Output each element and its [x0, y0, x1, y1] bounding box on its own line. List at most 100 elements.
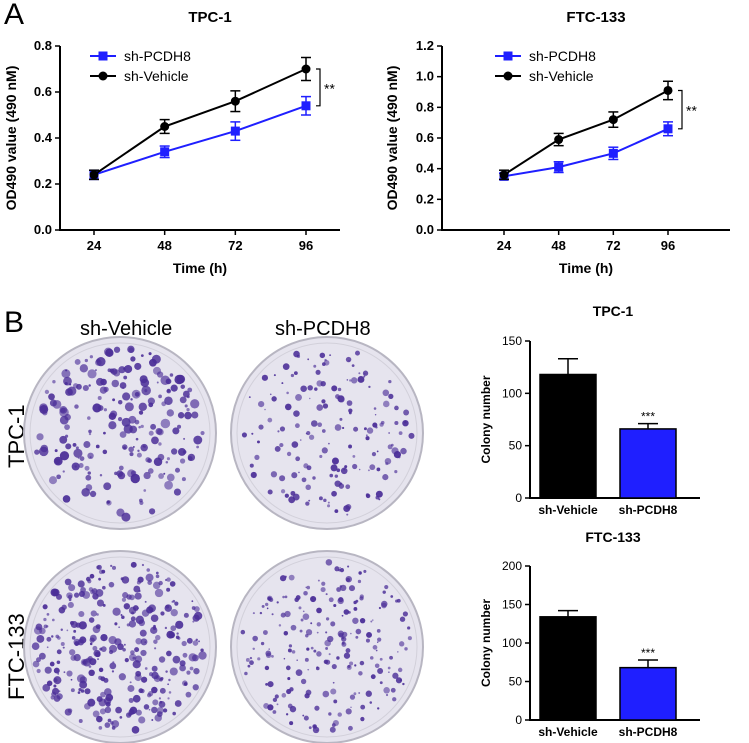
colony: [196, 445, 199, 449]
colony: [378, 498, 381, 501]
dish-plate: [230, 336, 424, 530]
colony: [377, 707, 380, 710]
colony: [267, 596, 272, 601]
colony: [98, 675, 103, 680]
colony: [166, 473, 175, 482]
y-tick-label: 0.0: [416, 222, 434, 237]
colony: [168, 678, 171, 682]
colony: [141, 676, 148, 683]
colony: [177, 412, 185, 419]
colony: [140, 638, 148, 646]
colony: [334, 509, 339, 514]
colony: [389, 655, 393, 660]
colony: [118, 465, 124, 471]
colony: [198, 640, 200, 643]
colony: [182, 390, 190, 398]
colony: [110, 564, 113, 568]
colony: [136, 452, 142, 458]
colony: [376, 467, 381, 472]
colony: [339, 417, 343, 421]
colony: [89, 637, 95, 643]
colony: [111, 720, 120, 728]
colony: [377, 668, 384, 674]
colony: [46, 646, 49, 649]
colony: [155, 634, 161, 641]
colony: [276, 601, 279, 604]
colony: [155, 427, 163, 435]
colony: [53, 694, 61, 702]
colony: [337, 712, 342, 717]
dish-rim: [29, 556, 211, 738]
colony: [353, 426, 359, 432]
colony: [264, 408, 266, 411]
colony: [103, 482, 112, 491]
colony: [56, 660, 61, 665]
colony: [102, 585, 106, 590]
colony: [392, 697, 397, 702]
colony: [358, 571, 362, 575]
colony: [291, 650, 296, 654]
colony: [267, 704, 274, 711]
y-axis-label: Colony number: [479, 375, 493, 463]
colony: [62, 646, 65, 649]
y-tick-label: 1.2: [416, 38, 434, 53]
colony: [200, 648, 204, 652]
colony: [82, 384, 89, 392]
x-tick-label: sh-Vehicle: [538, 725, 598, 739]
colony: [64, 708, 72, 716]
colony: [295, 669, 303, 676]
colony: [301, 477, 307, 483]
colony: [98, 667, 104, 673]
colony: [84, 358, 88, 363]
bar-chart-tpc1: TPC-1 0 50 100 150 Colony number sh-Vehicle sh-…: [479, 303, 700, 517]
colony: [119, 716, 123, 719]
colony: [321, 581, 326, 586]
colony: [345, 648, 351, 654]
colony: [133, 585, 141, 593]
colony: [274, 445, 281, 452]
colony: [77, 580, 85, 588]
colony: [329, 354, 332, 357]
y-tick-label: 0.2: [416, 191, 434, 206]
colony: [134, 655, 143, 663]
colony: [96, 565, 100, 570]
colony: [118, 626, 121, 629]
colony: [108, 412, 117, 420]
colony: [130, 561, 137, 568]
colony: [73, 638, 81, 646]
colony: [150, 608, 154, 611]
colony: [151, 719, 154, 721]
colony: [373, 407, 377, 410]
colony: [106, 500, 110, 504]
data-point-circle: [663, 85, 673, 95]
colony: [308, 499, 311, 502]
colony: [374, 414, 377, 416]
colony: [79, 456, 85, 461]
colony: [200, 430, 205, 436]
y-tick-label: 0.0: [34, 222, 52, 237]
colony: [348, 725, 353, 731]
colony: [286, 451, 292, 457]
x-axis-label: Time (h): [559, 260, 613, 276]
colony: [137, 607, 139, 610]
colony: [80, 587, 86, 593]
colony: [330, 688, 337, 695]
colony: [134, 647, 140, 653]
data-point-circle: [608, 115, 618, 125]
colony: [319, 352, 326, 359]
colony: [89, 490, 97, 498]
colony: [181, 640, 187, 647]
colony: [148, 352, 152, 356]
colony: [342, 426, 345, 430]
colony: [337, 395, 345, 403]
colony: [158, 656, 166, 663]
colony: [99, 473, 103, 477]
colony: [350, 706, 352, 708]
colony: [245, 658, 250, 662]
colony: [366, 427, 374, 434]
colony: [395, 599, 399, 603]
colony: [193, 668, 200, 675]
colony: [244, 671, 248, 676]
x-tick-label: sh-PCDH8: [619, 503, 678, 517]
colony: [397, 455, 401, 459]
